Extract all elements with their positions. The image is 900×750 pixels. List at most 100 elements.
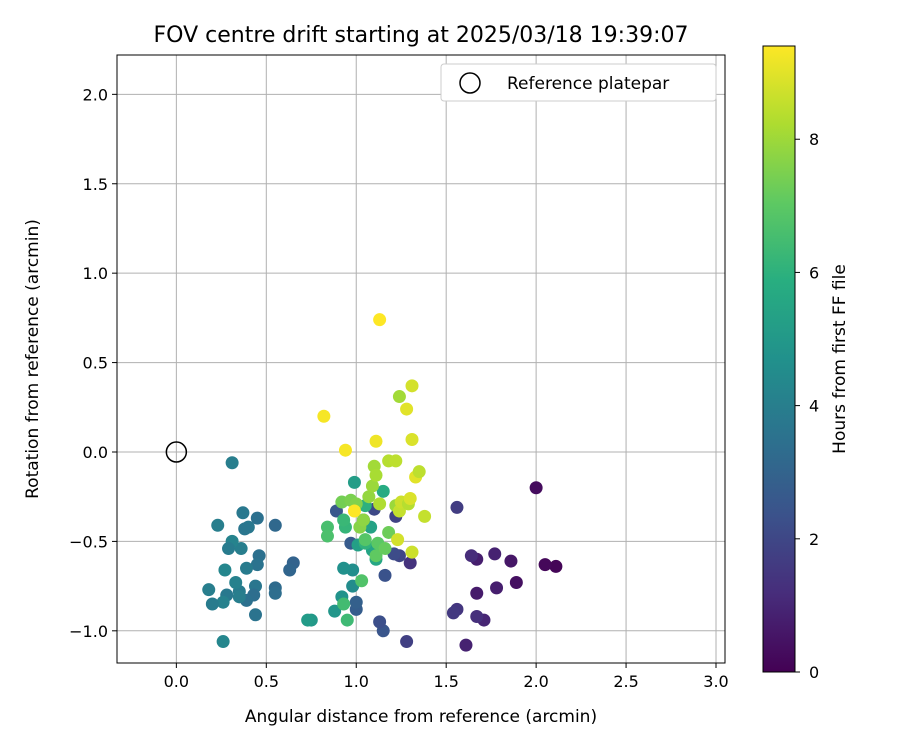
data-point	[400, 635, 414, 649]
data-point	[283, 563, 297, 577]
data-point	[450, 500, 464, 514]
x-tick-label: 3.0	[703, 672, 728, 691]
grid-lines	[117, 55, 725, 663]
y-tick-label: 1.0	[83, 264, 108, 283]
data-point	[347, 475, 361, 489]
data-point	[234, 542, 248, 556]
data-point	[365, 479, 379, 493]
data-point	[470, 610, 484, 624]
data-point	[202, 583, 216, 597]
data-point	[232, 590, 246, 604]
data-point	[355, 574, 369, 588]
colorbar-ticks: 0 2 4 6 8	[795, 130, 819, 682]
data-points	[202, 313, 563, 652]
legend-box	[440, 63, 717, 102]
data-point	[250, 511, 264, 525]
data-point	[504, 554, 518, 568]
data-point	[403, 491, 417, 505]
data-point	[446, 606, 460, 620]
data-point	[268, 518, 282, 532]
x-tick-label: 2.0	[523, 672, 548, 691]
data-point	[320, 529, 334, 543]
y-tick-label: 0.0	[83, 443, 108, 462]
legend-reference-marker-icon	[459, 72, 481, 94]
data-point	[412, 465, 426, 479]
colorbar-label: Hours from first FF file	[830, 264, 850, 454]
x-tick-label: 1.0	[344, 672, 369, 691]
x-tick-label: 1.5	[433, 672, 458, 691]
data-point	[391, 533, 405, 547]
data-point	[418, 509, 432, 523]
data-point	[405, 545, 419, 559]
x-tick-label: 2.5	[613, 672, 638, 691]
data-point	[236, 506, 250, 520]
data-point	[373, 615, 387, 629]
data-point	[328, 604, 342, 618]
y-tick-label: 2.0	[83, 85, 108, 104]
data-point	[337, 597, 351, 611]
reference-platepar-marker	[165, 441, 188, 463]
data-point	[340, 613, 354, 627]
data-point	[376, 484, 390, 498]
y-axis-label: Rotation from reference (arcmin)	[23, 219, 43, 499]
x-axis-ticks: 0.0 0.5 1.0 1.5 2.0 2.5 3.0	[164, 663, 729, 691]
data-point	[549, 559, 563, 573]
x-axis-label: Angular distance from reference (arcmin)	[245, 707, 597, 727]
data-point	[405, 379, 419, 393]
data-point	[249, 608, 263, 622]
y-tick-label: 1.5	[83, 175, 108, 194]
colorbar-tick-label: 0	[809, 663, 819, 682]
y-tick-label: −0.5	[69, 532, 108, 551]
data-point	[459, 638, 473, 652]
data-point	[349, 595, 363, 609]
data-point	[488, 547, 502, 561]
data-point	[225, 456, 239, 470]
data-point	[356, 513, 370, 527]
data-point	[400, 402, 414, 416]
y-tick-label: −1.0	[69, 622, 108, 641]
y-axis-ticks: −1.0 −0.5 0.0 0.5 1.0 1.5 2.0	[69, 85, 117, 641]
data-point	[490, 581, 504, 595]
legend: Reference platepar	[440, 63, 717, 102]
colorbar: 0 2 4 6 8 Hours from first FF file	[762, 45, 850, 682]
data-point	[389, 454, 403, 468]
data-point	[216, 635, 230, 649]
data-point	[464, 549, 478, 563]
data-point	[392, 390, 406, 404]
data-point	[509, 576, 523, 590]
x-tick-label: 0.5	[254, 672, 279, 691]
data-point	[369, 468, 383, 482]
plot-frame	[116, 54, 726, 664]
data-point	[337, 561, 351, 575]
reference-marker-group	[165, 441, 188, 463]
data-point	[403, 556, 417, 570]
y-tick-label: 0.5	[83, 354, 108, 373]
data-point	[369, 549, 383, 563]
data-point	[373, 313, 387, 327]
data-point	[250, 558, 264, 572]
colorbar-tick-label: 6	[809, 263, 819, 282]
data-point	[229, 576, 243, 590]
chart-title: FOV centre drift starting at 2025/03/18 …	[154, 23, 689, 48]
data-point	[211, 518, 225, 532]
data-point	[216, 595, 230, 609]
data-point	[320, 520, 334, 534]
data-point	[538, 558, 552, 572]
data-point	[470, 586, 484, 600]
data-point	[238, 522, 252, 536]
data-point	[240, 561, 254, 575]
data-point	[373, 497, 387, 511]
data-point	[205, 597, 219, 611]
data-point	[301, 613, 315, 627]
data-point	[222, 542, 236, 556]
colorbar-tick-label: 2	[809, 530, 819, 549]
colorbar-tick-label: 8	[809, 130, 819, 149]
data-point	[337, 513, 351, 527]
data-point	[529, 481, 543, 495]
colorbar-gradient	[762, 45, 796, 673]
data-point	[382, 525, 396, 539]
legend-label: Reference platepar	[507, 74, 669, 94]
colorbar-tick-label: 4	[809, 397, 819, 416]
